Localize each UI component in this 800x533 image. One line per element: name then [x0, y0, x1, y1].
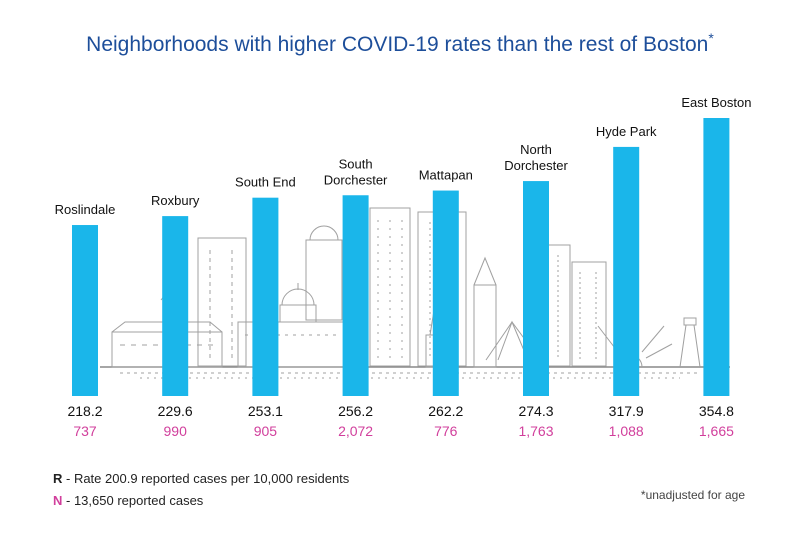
rate-value-labels: 218.2 229.6 253.1 256.2 262.2 274.3 317.9 354.8	[67, 403, 734, 419]
rate-value-label: 274.3	[518, 403, 553, 419]
category-label: Roslindale	[55, 202, 116, 217]
category-label: South End	[235, 175, 296, 190]
case-value-label: 2,072	[338, 423, 373, 439]
case-value-label: 990	[164, 423, 188, 439]
bar	[72, 225, 98, 396]
title-asterisk: *	[708, 30, 714, 46]
bar	[252, 197, 279, 396]
bar	[703, 118, 730, 396]
rate-value-label: 229.6	[158, 403, 193, 419]
category-label: South Dorchester	[324, 156, 388, 187]
case-value-label: 1,665	[699, 423, 734, 439]
footnote: *unadjusted for age	[640, 488, 745, 502]
category-label: Roxbury	[151, 193, 200, 208]
legend-cases-key: N	[53, 493, 63, 508]
legend-rate-text: - Rate 200.9 reported cases per 10,000 r…	[62, 471, 350, 486]
legend-cases: N - 13,650 reported cases	[53, 493, 203, 508]
bars-group	[72, 118, 730, 396]
rate-value-label: 317.9	[609, 403, 644, 419]
bar	[613, 146, 640, 396]
legend-rate-key: R	[53, 471, 63, 486]
case-value-label: 1,088	[609, 423, 644, 439]
legend-cases-text: - 13,650 reported cases	[62, 493, 204, 508]
bar	[162, 216, 189, 396]
case-value-label: 737	[73, 423, 97, 439]
case-value-label: 1,763	[518, 423, 553, 439]
rate-value-label: 256.2	[338, 403, 373, 419]
category-label: Mattapan	[419, 168, 473, 183]
bar	[432, 190, 459, 396]
category-label: East Boston	[681, 95, 751, 110]
category-label: North Dorchester	[504, 142, 568, 173]
case-value-labels: 737 990 905 2,072 776 1,763 1,088 1,665	[73, 423, 734, 439]
bar	[523, 181, 549, 396]
legend-rate: R - Rate 200.9 reported cases per 10,000…	[53, 471, 349, 486]
category-label: Hyde Park	[596, 124, 657, 139]
rate-value-label: 354.8	[699, 403, 734, 419]
chart-title: Neighborhoods with higher COVID-19 rates…	[86, 30, 714, 56]
case-value-label: 905	[254, 423, 278, 439]
category-labels: Roslindale Roxbury South End South Dorcheste…	[55, 95, 752, 217]
bar	[342, 195, 369, 396]
rate-value-label: 253.1	[248, 403, 283, 419]
case-value-label: 776	[434, 423, 458, 439]
rate-value-label: 218.2	[67, 403, 102, 419]
rate-value-label: 262.2	[428, 403, 463, 419]
